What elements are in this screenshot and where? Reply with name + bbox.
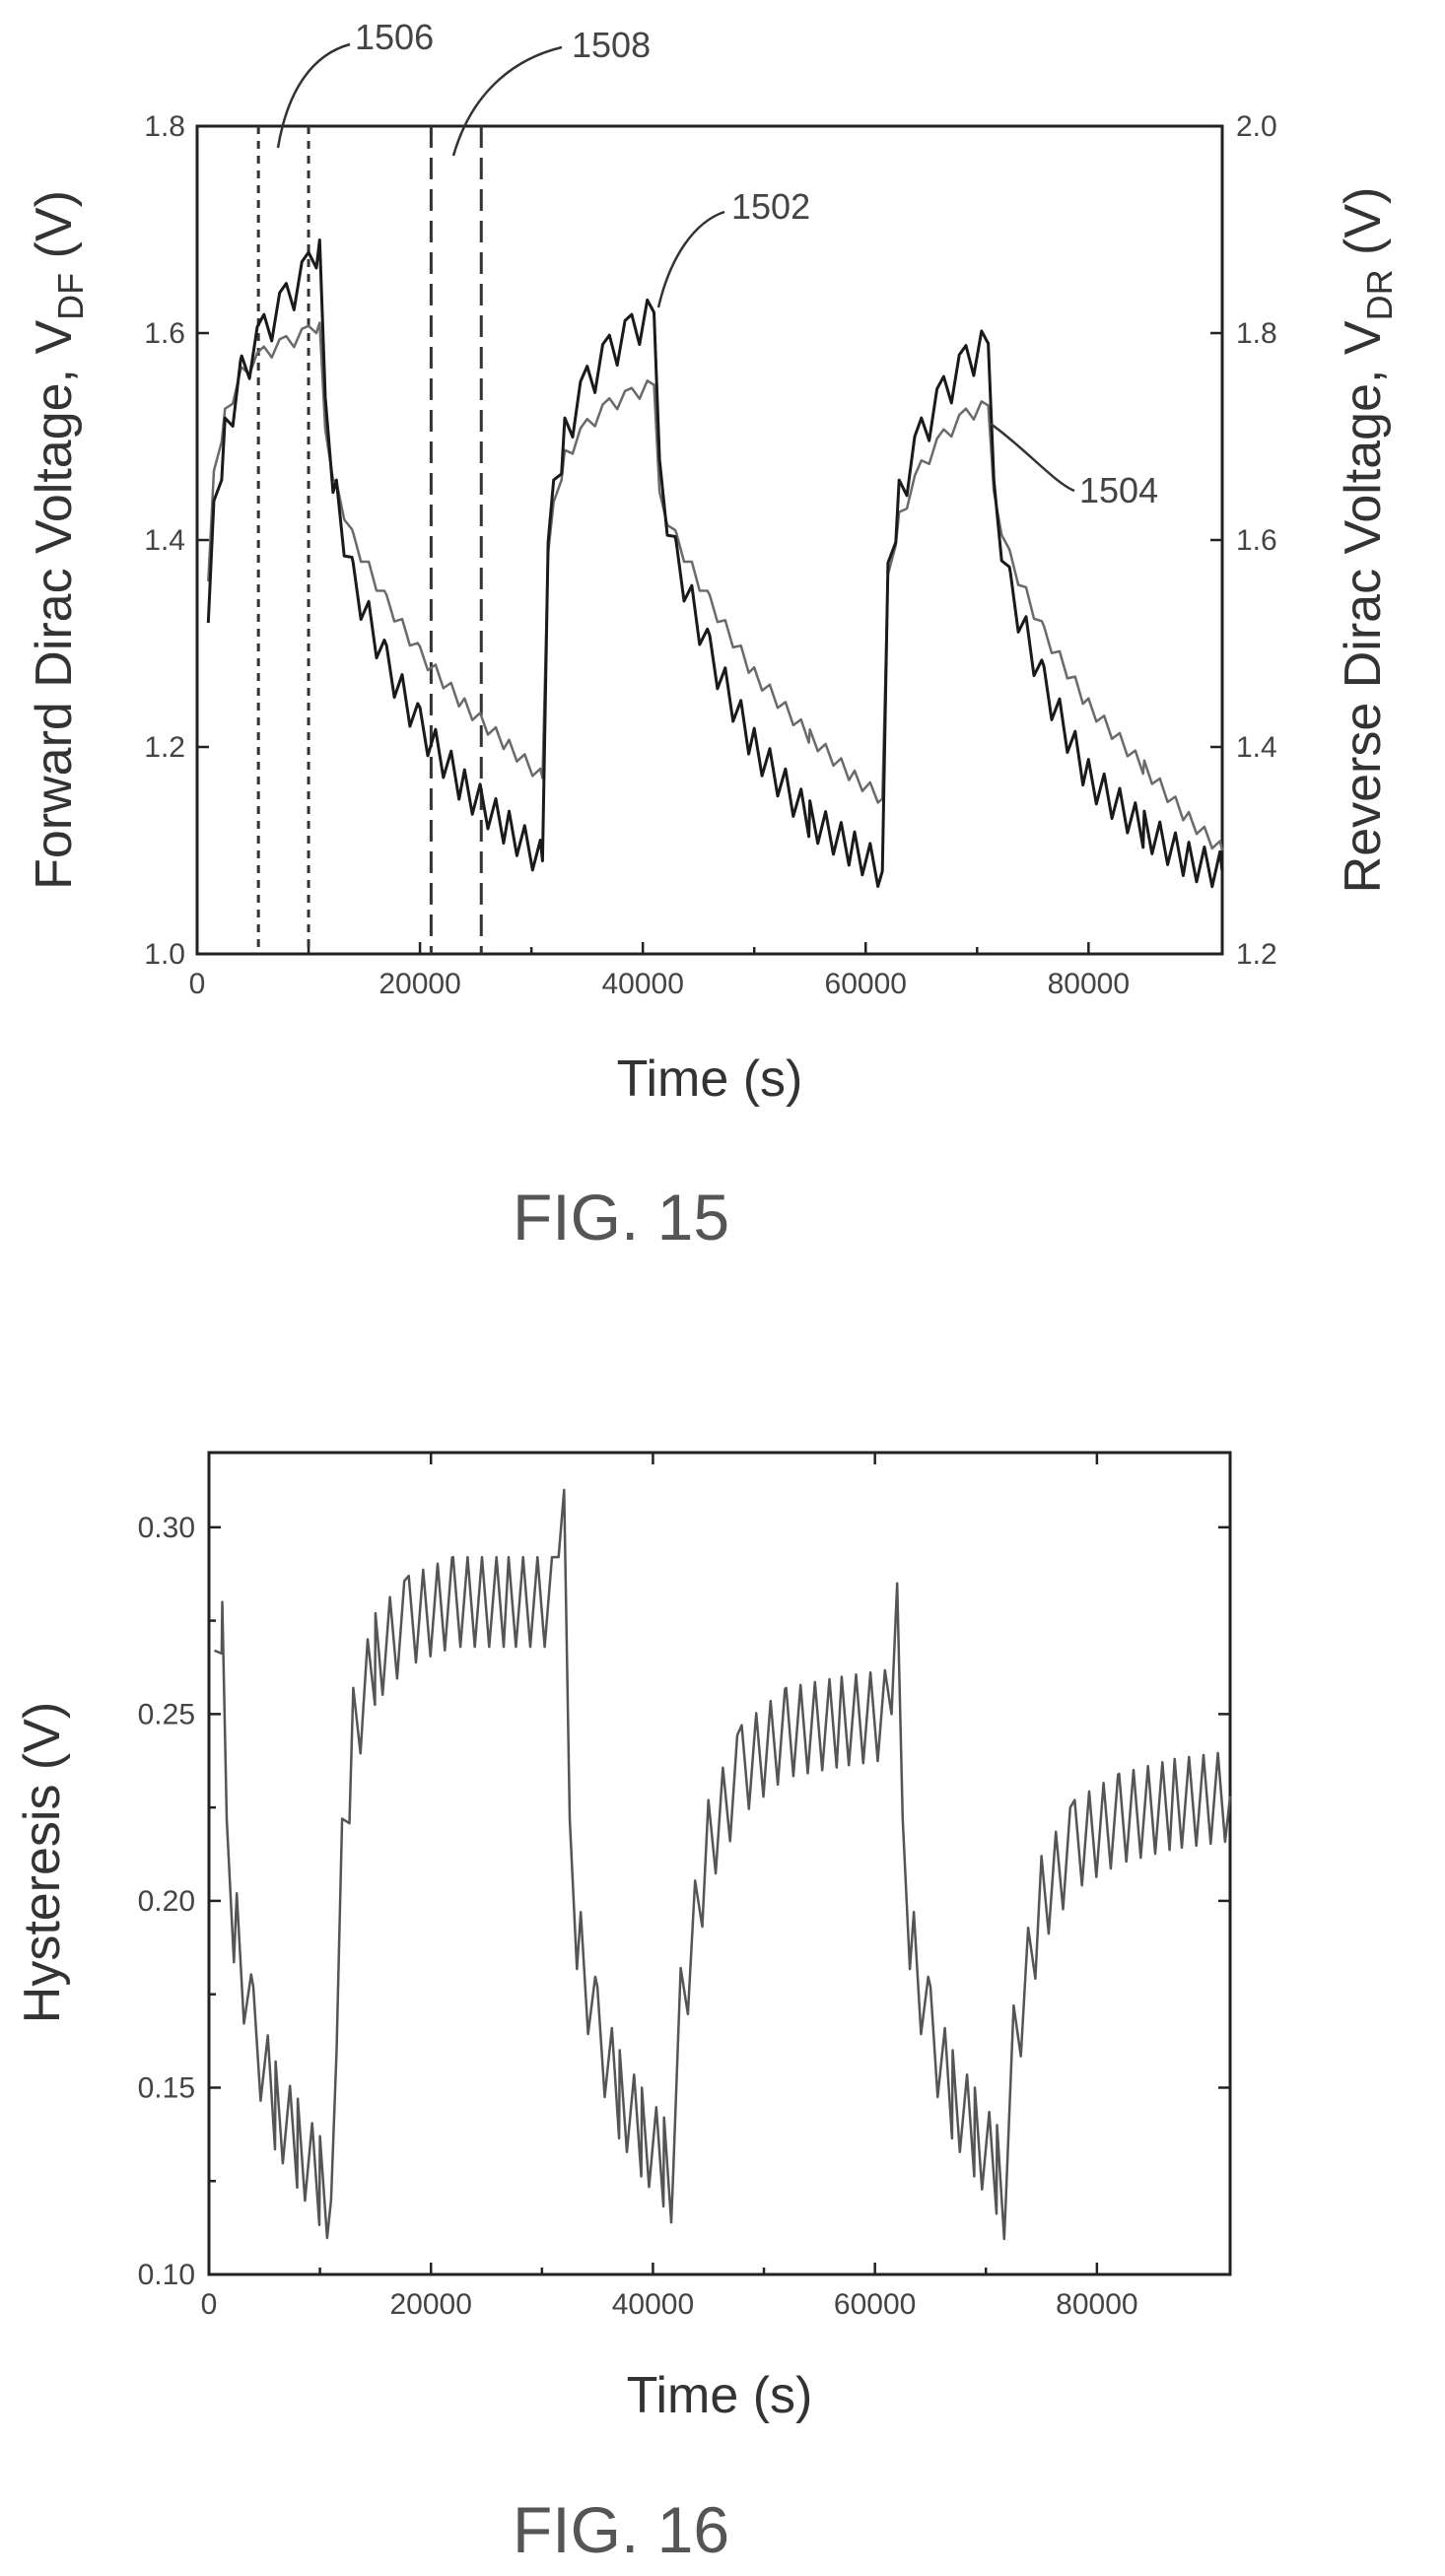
fig15-y-axis-title-left: Forward Dirac Voltage, VDF (V)	[26, 190, 91, 890]
fig16-x-tick-label: 60000	[834, 2288, 916, 2321]
fig15-x-axis-title: Time (s)	[617, 1051, 803, 1108]
fig16-series-group	[214, 1488, 1232, 2241]
fig15-marker-lines	[256, 126, 483, 954]
fig15-y-tick-label-right: 1.2	[1236, 938, 1277, 971]
callout-leader-1504	[990, 422, 1075, 493]
callout-leader-1502	[656, 210, 725, 308]
fig15-x-tick-label: 20000	[378, 968, 460, 1000]
fig15-series-group	[206, 238, 1224, 889]
series-line-1502	[206, 238, 1224, 889]
fig15-y-tick-label-left: 1.8	[144, 110, 185, 143]
fig16-x-tick-label: 80000	[1056, 2288, 1137, 2321]
fig15-y-ticks-right: 1.2 1.4 1.6 1.8 2.0	[1210, 110, 1277, 971]
fig16-y-axis-title: Hysteresis (V)	[14, 1702, 71, 2023]
fig15-y-tick-label-right: 1.8	[1236, 317, 1277, 350]
fig15-y-tick-label-right: 2.0	[1236, 110, 1277, 143]
fig15-y-tick-label-right: 1.4	[1236, 731, 1277, 764]
fig16-x-tick-label: 0	[201, 2288, 218, 2321]
series-line-1504	[207, 321, 1224, 851]
fig16-y-tick-label: 0.10	[138, 2259, 195, 2291]
fig16-caption: FIG. 16	[513, 2493, 729, 2566]
callout-label-1504: 1504	[1079, 470, 1158, 510]
fig15-plot-frame	[195, 124, 1224, 956]
callout-label-1506: 1506	[355, 17, 434, 57]
hysteresis-series-line	[214, 1488, 1232, 2241]
fig16-y-tick-label: 0.15	[138, 2071, 195, 2104]
fig16-y-ticks: 0.10 0.15 0.20 0.25 0.30	[138, 1512, 1230, 2291]
fig16-x-ticks: 0 20000 40000 60000 80000	[201, 1453, 1138, 2321]
callout-label-1502: 1502	[731, 186, 810, 227]
fig15-y-tick-label-left: 1.6	[144, 317, 185, 350]
callout-leader-1506	[276, 42, 351, 149]
fig16-x-tick-label: 40000	[612, 2288, 694, 2321]
fig16-y-tick-label: 0.20	[138, 1885, 195, 1918]
fig15-x-tick-label: 40000	[601, 968, 683, 1000]
fig15-x-tick-label: 80000	[1048, 968, 1130, 1000]
fig15-y-tick-label-left: 1.4	[144, 524, 185, 557]
fig15-caption: FIG. 15	[513, 1181, 729, 1254]
fig16-x-axis-title: Time (s)	[627, 2367, 813, 2424]
fig15-chart: 0 20000 40000 60000 80000 1.0 1.2 1.4 1.6 1.8 1.…	[26, 17, 1400, 1254]
fig15-y-tick-label-right: 1.6	[1236, 524, 1277, 557]
fig16-x-tick-label: 20000	[389, 2288, 471, 2321]
fig15-y-tick-label-left: 1.2	[144, 731, 185, 764]
fig16-plot-frame	[207, 1451, 1232, 2276]
fig15-y-ticks-left: 1.0 1.2 1.4 1.6 1.8	[144, 110, 209, 971]
fig16-y-tick-label: 0.30	[138, 1512, 195, 1544]
fig15-y-tick-label-left: 1.0	[144, 938, 185, 971]
callout-label-1508: 1508	[572, 25, 651, 65]
fig15-x-tick-label: 0	[189, 968, 206, 1000]
fig16-chart: 0 20000 40000 60000 80000 0.100.150.200.250.…	[14, 1451, 1232, 2566]
fig15-x-ticks: 0 20000 40000 60000 80000	[189, 942, 1130, 1000]
fig15-y-axis-title-right: Reverse Dirac Voltage, VDR (V)	[1335, 187, 1400, 894]
fig16-y-tick-label: 0.25	[138, 1698, 195, 1730]
callout-leader-1508	[451, 45, 563, 157]
fig15-x-tick-label: 60000	[825, 968, 907, 1000]
